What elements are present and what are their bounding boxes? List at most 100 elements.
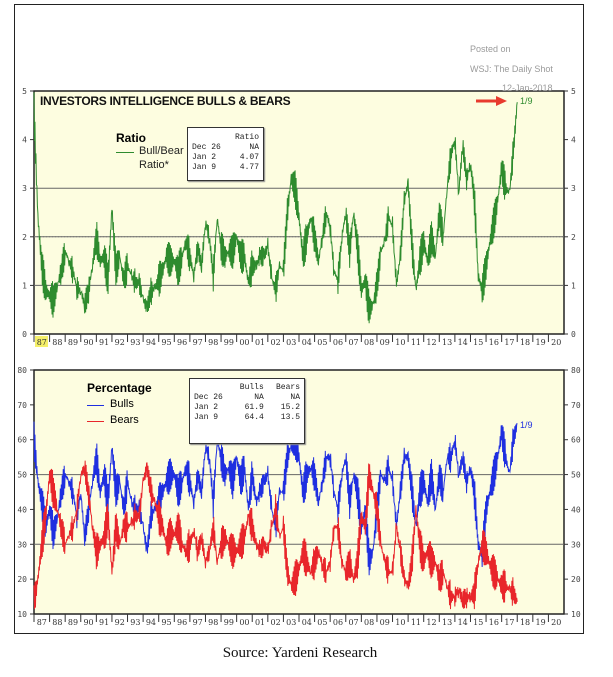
table-value: NA bbox=[254, 393, 264, 402]
table-value: 15.2 bbox=[280, 403, 300, 412]
x-tick-label: 20 bbox=[551, 618, 561, 627]
x-tick-label: 16 bbox=[489, 338, 499, 347]
chart-frame bbox=[14, 4, 584, 634]
y-tick-label-left: 4 bbox=[22, 136, 27, 145]
x-tick-label: 98 bbox=[208, 618, 218, 627]
y-tick-label-right: 4 bbox=[571, 136, 576, 145]
x-tick-label: 95 bbox=[161, 618, 171, 627]
x-tick-label: 92 bbox=[115, 618, 125, 627]
x-tick-label: 90 bbox=[83, 338, 93, 347]
y-tick-label-right: 30 bbox=[571, 540, 581, 549]
x-tick-label: 00 bbox=[239, 338, 249, 347]
table-value: NA bbox=[249, 143, 259, 152]
x-tick-label: 08 bbox=[364, 338, 374, 347]
x-tick-label: 95 bbox=[161, 338, 171, 347]
x-tick-label: 02 bbox=[271, 338, 281, 347]
table-value: 4.07 bbox=[239, 153, 259, 162]
x-tick-label: 09 bbox=[380, 618, 390, 627]
bears-legend-label: Bears bbox=[110, 414, 139, 426]
y-tick-label-left: 10 bbox=[17, 610, 27, 619]
y-tick-label-right: 60 bbox=[571, 436, 581, 445]
ratio-legend-title: Ratio bbox=[116, 131, 146, 145]
table-date: Jan 9 bbox=[194, 413, 219, 422]
x-tick-label: 05 bbox=[317, 338, 327, 347]
x-tick-label: 92 bbox=[115, 338, 125, 347]
x-tick-label: 03 bbox=[286, 618, 296, 627]
x-tick-label: 10 bbox=[395, 338, 405, 347]
table-header: Bulls bbox=[239, 383, 264, 392]
x-tick-label: 03 bbox=[286, 338, 296, 347]
y-tick-label-left: 3 bbox=[22, 184, 27, 193]
table-value: 13.5 bbox=[280, 413, 300, 422]
x-tick-label: 07 bbox=[348, 618, 358, 627]
y-tick-label-right: 10 bbox=[571, 610, 581, 619]
y-tick-label-left: 2 bbox=[22, 233, 27, 242]
x-tick-label: 99 bbox=[224, 338, 234, 347]
y-tick-label-right: 0 bbox=[571, 330, 576, 339]
x-tick-label: 17 bbox=[504, 338, 514, 347]
x-tick-label: 88 bbox=[52, 618, 62, 627]
x-tick-label: 90 bbox=[83, 618, 93, 627]
x-tick-label: 94 bbox=[146, 338, 156, 347]
x-tick-label: 06 bbox=[333, 338, 343, 347]
x-tick-label: 09 bbox=[380, 338, 390, 347]
x-tick-label: 11 bbox=[411, 618, 421, 627]
y-tick-label-right: 1 bbox=[571, 281, 576, 290]
ratio-value-table: Ratio Dec 26 NA Jan 2 4.07 Jan 9 4.77 bbox=[187, 127, 264, 181]
x-tick-label: 91 bbox=[99, 618, 109, 627]
table-date: Jan 9 bbox=[192, 163, 217, 172]
x-tick-label: 14 bbox=[458, 618, 468, 627]
x-tick-label: 13 bbox=[442, 618, 452, 627]
table-date: Jan 2 bbox=[194, 403, 219, 412]
end-label: 1/9 bbox=[520, 420, 533, 430]
x-tick-label: 97 bbox=[193, 618, 203, 627]
percentage-value-table: Bulls Bears Dec 26 NA NA Jan 2 61.9 15.2 Jan … bbox=[189, 378, 305, 444]
x-tick-label: 20 bbox=[551, 338, 561, 347]
x-tick-label: 99 bbox=[224, 618, 234, 627]
x-tick-label: 89 bbox=[68, 338, 78, 347]
y-tick-label-right: 3 bbox=[571, 184, 576, 193]
source-caption: Source: Yardeni Research bbox=[222, 645, 378, 661]
x-tick-label: 10 bbox=[395, 618, 405, 627]
x-tick-label: 02 bbox=[271, 618, 281, 627]
x-tick-label: 18 bbox=[520, 338, 530, 347]
table-value: 64.4 bbox=[244, 413, 264, 422]
posted-on-label: Posted on bbox=[470, 44, 511, 54]
y-tick-label-right: 50 bbox=[571, 471, 581, 480]
x-tick-label: 94 bbox=[146, 618, 156, 627]
table-value: 4.77 bbox=[239, 163, 259, 172]
x-tick-label: 17 bbox=[504, 618, 514, 627]
y-tick-label-right: 80 bbox=[571, 366, 581, 375]
x-tick-label: 11 bbox=[411, 338, 421, 347]
y-tick-label-left: 5 bbox=[22, 87, 27, 96]
x-tick-label: 06 bbox=[333, 618, 343, 627]
x-tick-label: 12 bbox=[426, 618, 436, 627]
x-tick-highlight bbox=[35, 336, 48, 347]
percentage-legend-title: Percentage bbox=[87, 381, 152, 395]
y-tick-label-right: 5 bbox=[571, 87, 576, 96]
table-date: Dec 26 bbox=[192, 143, 221, 152]
x-tick-label: 96 bbox=[177, 338, 187, 347]
bulls-legend-label: Bulls bbox=[110, 398, 134, 410]
table-header: Bears bbox=[275, 383, 300, 392]
y-tick-label-right: 70 bbox=[571, 401, 581, 410]
x-tick-label: 14 bbox=[458, 338, 468, 347]
ratio-legend-swatch bbox=[116, 152, 134, 153]
y-tick-label-left: 60 bbox=[17, 436, 27, 445]
y-tick-label-left: 1 bbox=[22, 281, 27, 290]
y-tick-label-left: 20 bbox=[17, 575, 27, 584]
charts-canvas: 0 01 12 23 34 45 587 88 89 90 91 92 93 94 95 96 97 98 99 00… bbox=[17, 87, 581, 627]
table-value: NA bbox=[290, 393, 300, 402]
y-tick-label-right: 2 bbox=[571, 233, 576, 242]
x-tick-label: 87 bbox=[37, 618, 47, 627]
table-value: 61.9 bbox=[244, 403, 264, 412]
table-date: Jan 2 bbox=[192, 153, 217, 162]
y-tick-label-right: 40 bbox=[571, 505, 581, 514]
x-tick-label: 00 bbox=[239, 618, 249, 627]
x-tick-label: 98 bbox=[208, 338, 218, 347]
y-tick-label-left: 50 bbox=[17, 471, 27, 480]
y-tick-label-left: 70 bbox=[17, 401, 27, 410]
ratio-legend-label: Bull/Bear Ratio* bbox=[139, 145, 184, 171]
chart-title: INVESTORS INTELLIGENCE BULLS & BEARS bbox=[40, 94, 291, 108]
y-tick-label-left: 30 bbox=[17, 540, 27, 549]
